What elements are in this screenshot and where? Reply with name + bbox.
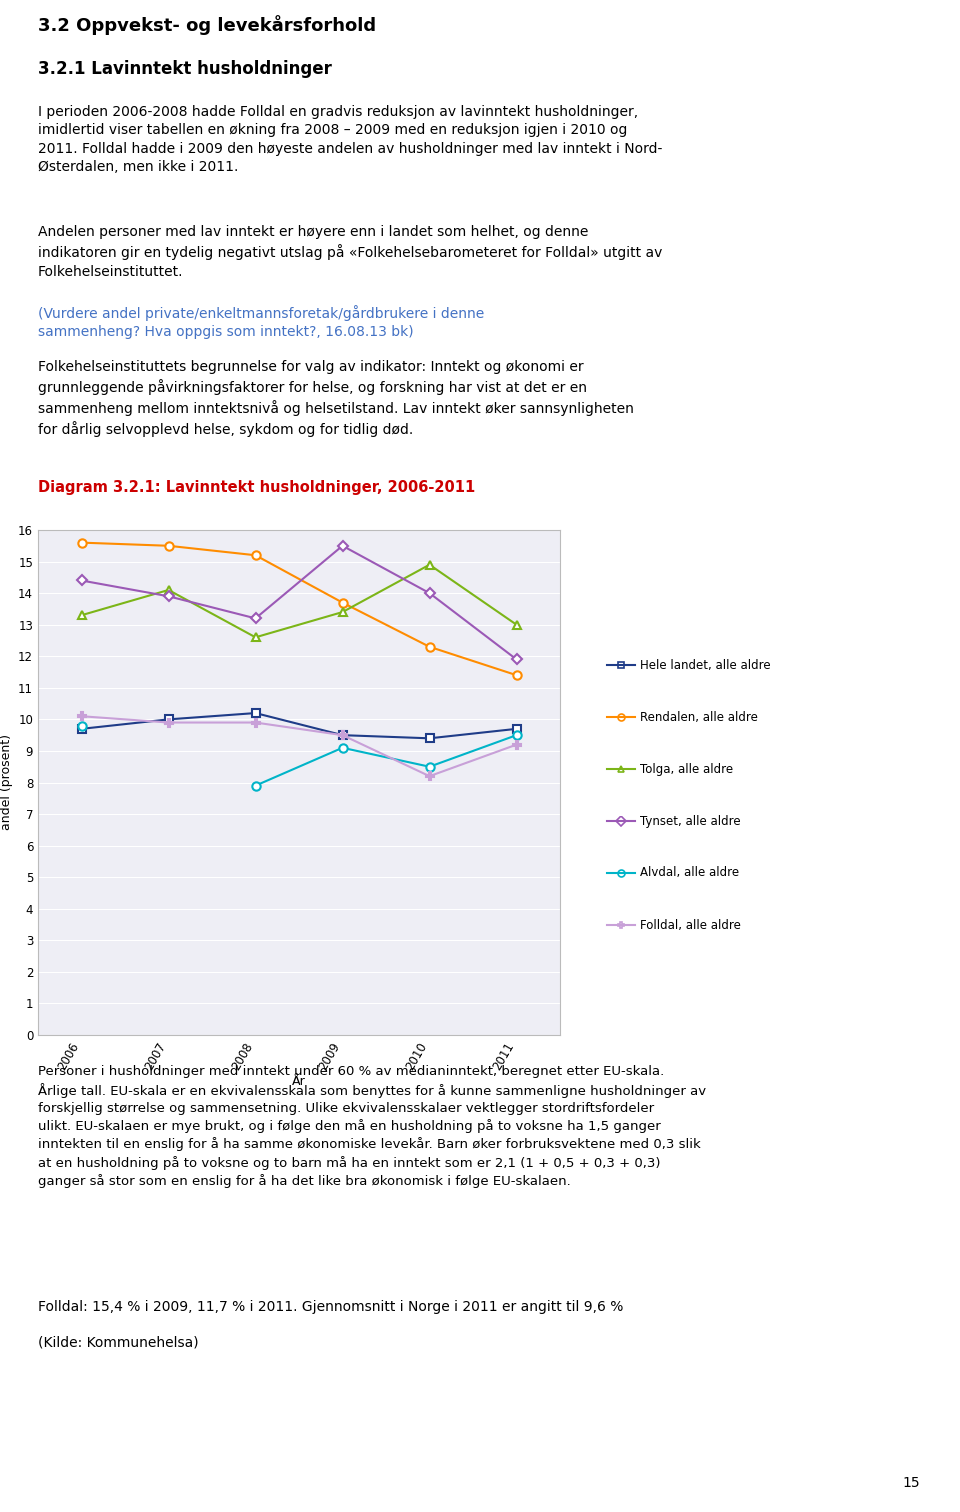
X-axis label: År: År xyxy=(292,1075,306,1089)
Tolga, alle aldre xyxy=(337,603,348,621)
Tynset, alle aldre xyxy=(250,609,261,627)
Rendalen, alle aldre xyxy=(337,594,348,612)
Tolga, alle aldre xyxy=(250,629,261,647)
Line: Tolga, alle aldre: Tolga, alle aldre xyxy=(78,561,520,641)
Text: 3.2.1 Lavinntekt husholdninger: 3.2.1 Lavinntekt husholdninger xyxy=(38,60,332,79)
Folldal, alle aldre xyxy=(250,714,261,732)
Alvdal, alle aldre xyxy=(250,777,261,795)
Folldal, alle aldre xyxy=(423,767,435,785)
Line: Hele landet, alle aldre: Hele landet, alle aldre xyxy=(78,709,520,742)
Text: (Vurdere andel private/enkeltmannsforetak/gårdbrukere i denne
sammenheng? Hva op: (Vurdere andel private/enkeltmannsforeta… xyxy=(38,305,484,339)
Tolga, alle aldre xyxy=(423,555,435,573)
Tolga, alle aldre xyxy=(511,615,522,634)
Folldal, alle aldre xyxy=(511,735,522,753)
Tynset, alle aldre xyxy=(511,650,522,668)
Tolga, alle aldre xyxy=(76,606,87,624)
Tynset, alle aldre xyxy=(163,587,175,605)
Tynset, alle aldre xyxy=(423,584,435,602)
Line: Alvdal, alle aldre: Alvdal, alle aldre xyxy=(78,721,520,789)
Folldal, alle aldre xyxy=(163,714,175,732)
Text: Tolga, alle aldre: Tolga, alle aldre xyxy=(640,762,733,776)
Text: (Kilde: Kommunehelsa): (Kilde: Kommunehelsa) xyxy=(38,1335,199,1349)
Tynset, alle aldre xyxy=(337,537,348,555)
Alvdal, alle aldre xyxy=(511,726,522,744)
Text: 3.2 Oppvekst- og levekårsforhold: 3.2 Oppvekst- og levekårsforhold xyxy=(38,15,376,35)
Text: I perioden 2006-2008 hadde Folldal en gradvis reduksjon av lavinntekt husholdnin: I perioden 2006-2008 hadde Folldal en gr… xyxy=(38,104,662,174)
Rendalen, alle aldre xyxy=(423,638,435,656)
Rendalen, alle aldre xyxy=(76,534,87,552)
Tynset, alle aldre xyxy=(76,572,87,590)
Rendalen, alle aldre xyxy=(511,667,522,685)
Folldal, alle aldre xyxy=(337,726,348,744)
Text: Folldal, alle aldre: Folldal, alle aldre xyxy=(640,918,741,931)
Text: 15: 15 xyxy=(902,1476,920,1489)
Rendalen, alle aldre xyxy=(163,537,175,555)
Text: Andelen personer med lav inntekt er høyere enn i landet som helhet, og denne
ind: Andelen personer med lav inntekt er høye… xyxy=(38,225,662,278)
Text: Hele landet, alle aldre: Hele landet, alle aldre xyxy=(640,659,771,671)
Hele landet, alle aldre xyxy=(511,720,522,738)
Alvdal, alle aldre xyxy=(337,739,348,758)
Alvdal, alle aldre xyxy=(423,758,435,776)
Line: Folldal, alle aldre: Folldal, alle aldre xyxy=(78,712,520,780)
Alvdal, alle aldre xyxy=(76,717,87,735)
Text: Rendalen, alle aldre: Rendalen, alle aldre xyxy=(640,711,757,724)
Line: Tynset, alle aldre: Tynset, alle aldre xyxy=(78,543,520,662)
Hele landet, alle aldre xyxy=(163,711,175,729)
Hele landet, alle aldre xyxy=(250,705,261,723)
Line: Rendalen, alle aldre: Rendalen, alle aldre xyxy=(78,538,520,679)
Text: Alvdal, alle aldre: Alvdal, alle aldre xyxy=(640,866,739,880)
Y-axis label: andel (prosent): andel (prosent) xyxy=(0,735,12,830)
Hele landet, alle aldre xyxy=(337,726,348,744)
Text: Diagram 3.2.1: Lavinntekt husholdninger, 2006-2011: Diagram 3.2.1: Lavinntekt husholdninger,… xyxy=(38,479,475,494)
Text: Tynset, alle aldre: Tynset, alle aldre xyxy=(640,815,740,827)
Hele landet, alle aldre xyxy=(423,729,435,747)
Text: Personer i husholdninger med inntekt under 60 % av medianinntekt, beregnet etter: Personer i husholdninger med inntekt und… xyxy=(38,1064,707,1188)
Text: Folkehelseinstituttets begrunnelse for valg av indikator: Inntekt og økonomi er
: Folkehelseinstituttets begrunnelse for v… xyxy=(38,360,634,437)
Tolga, alle aldre xyxy=(163,581,175,599)
Text: Folldal: 15,4 % i 2009, 11,7 % i 2011. Gjennomsnitt i Norge i 2011 er angitt til: Folldal: 15,4 % i 2009, 11,7 % i 2011. G… xyxy=(38,1300,623,1314)
Rendalen, alle aldre xyxy=(250,546,261,564)
Hele landet, alle aldre xyxy=(76,720,87,738)
Folldal, alle aldre xyxy=(76,708,87,726)
